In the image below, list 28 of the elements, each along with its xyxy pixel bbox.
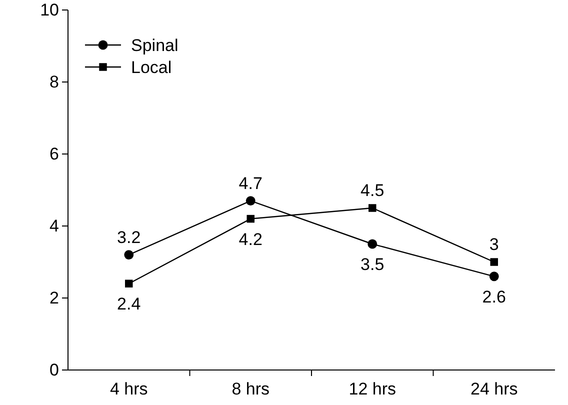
y-tick-label: 6 [50,144,59,164]
y-tick-label: 8 [50,72,59,92]
point [246,196,256,206]
point [490,258,498,266]
data-label: 2.6 [482,287,506,306]
point [124,250,134,260]
data-label: 4.5 [360,181,384,200]
y-tick-label: 0 [50,360,59,380]
data-label: 3 [489,235,499,254]
point [368,204,376,212]
data-label: 4.2 [238,230,262,249]
data-label: 3.5 [360,255,384,274]
y-tick-label: 2 [50,288,59,308]
legend-label: Spinal [131,36,178,55]
point [368,239,378,249]
data-label: 2.4 [117,294,141,314]
y-tick-label: 10 [40,0,59,20]
point [125,280,133,288]
x-tick-label: 24 hrs [470,379,518,398]
point [489,272,499,282]
data-label: 4.7 [238,174,262,193]
legend-label: Local [131,58,172,77]
x-tick-label: 12 hrs [348,379,396,398]
point [246,214,254,223]
data-label: 3.2 [117,228,141,247]
x-tick-label: 4 hrs [110,379,148,398]
y-tick-label: 4 [50,216,59,236]
x-tick-label: 8 hrs [232,379,270,398]
